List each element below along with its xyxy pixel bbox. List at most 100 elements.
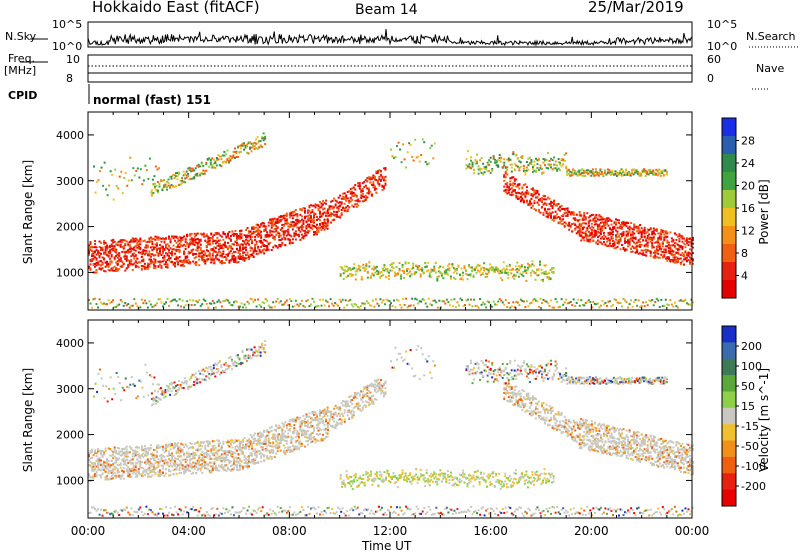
- echo-cell: [260, 230, 263, 233]
- echo-cell: [136, 265, 139, 268]
- echo-cell: [252, 300, 255, 303]
- echo-cell: [477, 168, 480, 171]
- echo-cell: [584, 301, 587, 304]
- echo-cell: [414, 297, 417, 300]
- echo-cell: [678, 257, 681, 260]
- echo-cell: [312, 216, 315, 219]
- echo-cell: [167, 178, 170, 181]
- echo-cell: [110, 244, 113, 247]
- date-label: 25/Mar/2019: [588, 0, 684, 16]
- echo-cell: [486, 272, 489, 275]
- echo-cell: [137, 266, 140, 269]
- echo-cell: [353, 263, 356, 266]
- echo-cell: [512, 151, 515, 154]
- echo-cell: [504, 176, 507, 179]
- echo-cell: [690, 298, 693, 301]
- echo-cell: [578, 233, 581, 236]
- echo-cell: [463, 267, 466, 270]
- echo-cell: [175, 245, 178, 248]
- echo-cell: [127, 249, 130, 252]
- echo-cell: [692, 301, 694, 304]
- echo-cell: [179, 179, 182, 182]
- echo-cell: [124, 450, 127, 453]
- echo-cell: [177, 263, 180, 266]
- echo-cell: [95, 261, 98, 264]
- echo-cell: [676, 252, 679, 255]
- echo-cell: [471, 266, 474, 269]
- echo-cell: [378, 169, 381, 172]
- echo-cell: [661, 245, 664, 248]
- echo-cell: [185, 170, 188, 173]
- echo-cell: [131, 469, 134, 472]
- echo-cell: [260, 305, 263, 308]
- echo-cell: [213, 249, 216, 252]
- echo-cell: [119, 245, 122, 248]
- echo-cell: [306, 220, 309, 223]
- echo-cell: [370, 176, 373, 179]
- echo-cell: [467, 298, 470, 301]
- echo-cell: [106, 194, 109, 197]
- echo-cell: [670, 259, 673, 262]
- echo-cell: [216, 251, 219, 254]
- echo-cell: [168, 255, 171, 258]
- echo-cell: [581, 236, 584, 239]
- echo-cell: [672, 250, 675, 253]
- echo-cell: [107, 463, 110, 466]
- echo-cell: [134, 237, 137, 240]
- echo-cell: [250, 146, 253, 149]
- echo-cell: [89, 258, 92, 261]
- echo-cell: [361, 195, 364, 198]
- echo-cell: [616, 226, 619, 229]
- echo-cell: [208, 237, 211, 240]
- echo-cell: [205, 244, 208, 247]
- echo-cell: [178, 171, 181, 174]
- echo-cell: [140, 475, 143, 478]
- echo-cell: [119, 298, 122, 301]
- echo-cell: [193, 240, 196, 243]
- echo-cell: [148, 460, 151, 463]
- echo-cell: [196, 237, 199, 240]
- colorbar-segment: [722, 172, 736, 191]
- echo-cell: [322, 223, 325, 226]
- echo-cell: [222, 300, 225, 303]
- echo-cell: [303, 229, 306, 232]
- echo-cell: [661, 241, 664, 244]
- echo-cell: [160, 260, 163, 263]
- echo-cell: [401, 263, 404, 266]
- echo-cell: [577, 219, 580, 222]
- echo-cell: [661, 256, 664, 259]
- echo-cell: [97, 463, 100, 466]
- echo-cell: [616, 242, 619, 245]
- echo-cell: [476, 160, 479, 163]
- echo-cell: [142, 179, 145, 182]
- echo-cell: [242, 251, 245, 254]
- echo-cell: [106, 248, 109, 251]
- echo-cell: [339, 272, 342, 275]
- echo-cell: [306, 225, 309, 228]
- echo-cell: [252, 144, 255, 147]
- echo-cell: [92, 257, 95, 260]
- echo-cell: [595, 214, 598, 217]
- echo-cell: [188, 178, 191, 181]
- echo-cell: [110, 260, 113, 263]
- echo-cell: [115, 254, 118, 257]
- echo-cell: [601, 243, 604, 246]
- echo-cell: [547, 213, 550, 216]
- echo-cell: [270, 249, 273, 252]
- echo-cell: [572, 298, 575, 301]
- echo-cell: [95, 470, 98, 473]
- echo-cell: [546, 272, 549, 275]
- echo-cell: [147, 177, 150, 180]
- echo-cell: [110, 474, 113, 477]
- echo-cell: [169, 300, 172, 303]
- echo-cell: [243, 251, 246, 254]
- echo-cell: [657, 241, 660, 244]
- echo-cell: [531, 260, 534, 263]
- echo-cell: [118, 255, 121, 258]
- echo-cell: [551, 205, 554, 208]
- echo-cell: [131, 472, 134, 475]
- echo-cell: [622, 231, 625, 234]
- echo-cell: [222, 256, 225, 259]
- echo-cell: [143, 444, 146, 447]
